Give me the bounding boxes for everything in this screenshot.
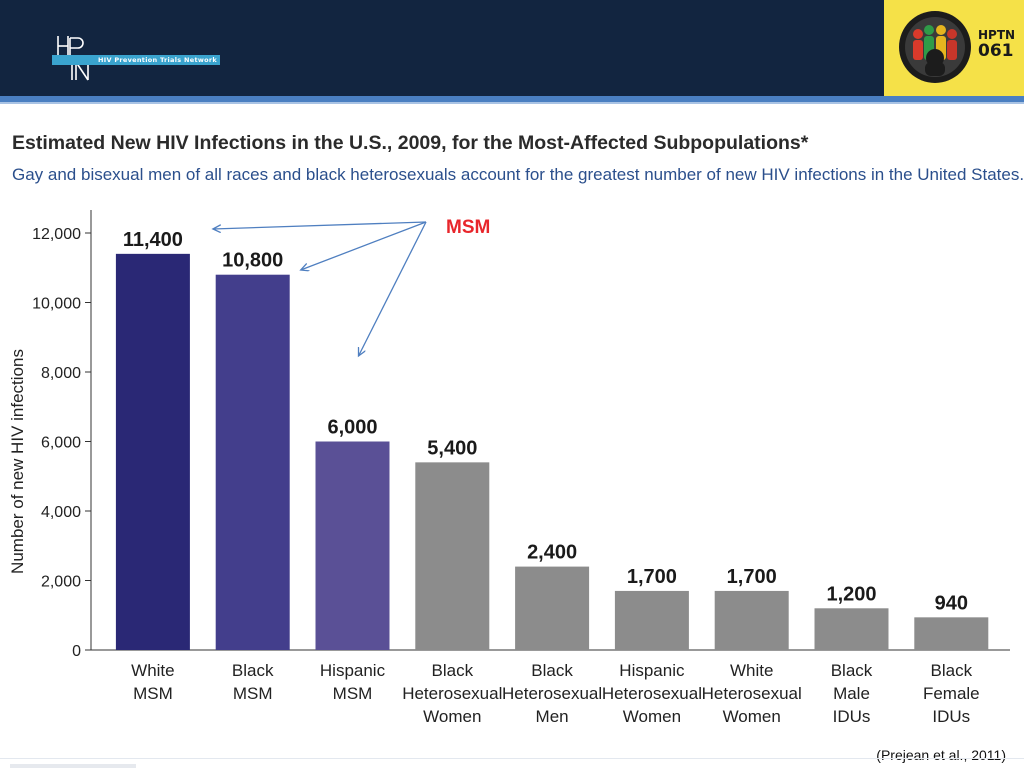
header-band: HIV Prevention Trials Network HPTN 061	[0, 0, 1024, 96]
annotation-arrow	[301, 221, 427, 270]
annotation-arrow	[213, 221, 427, 229]
logo-strip	[52, 55, 220, 65]
data-label: 940	[935, 592, 968, 614]
logo-text: HIV Prevention Trials Network	[98, 56, 218, 64]
bar	[515, 566, 590, 650]
x-tick-label: IDUs	[932, 707, 970, 726]
x-tick-label: White	[730, 661, 773, 680]
header-accent-line	[0, 102, 1024, 104]
x-tick-label: Black	[432, 661, 474, 680]
data-label: 11,400	[123, 229, 183, 251]
annotation-label: MSM	[446, 217, 490, 238]
bar	[614, 590, 689, 650]
header-accent-band	[0, 96, 1024, 102]
citation: (Prejean et al., 2011)	[876, 747, 1006, 763]
y-tick-label: 0	[72, 643, 81, 660]
x-tick-label: Black	[531, 661, 573, 680]
x-tick-label: Black	[831, 661, 873, 680]
x-tick-label: MSM	[333, 684, 373, 703]
x-tick-label: Female	[923, 684, 980, 703]
data-label: 1,700	[627, 566, 677, 588]
people-circle-icon	[899, 11, 971, 83]
bar	[415, 462, 490, 650]
footer-tab	[10, 764, 136, 768]
x-tick-label: MSM	[133, 684, 173, 703]
badge-text: HPTN 061	[978, 28, 1022, 61]
x-tick-label: Male	[833, 684, 870, 703]
bar	[714, 590, 789, 650]
x-tick-label: Hispanic	[320, 661, 386, 680]
data-label: 2,400	[527, 542, 577, 564]
bar	[914, 617, 989, 650]
x-tick-label: Black	[232, 661, 274, 680]
bar	[215, 274, 290, 650]
bar-chart: 0 2,000 4,000 6,000 8,000 10,000 12,000 Number …	[8, 210, 1010, 726]
data-label: 6,000	[327, 417, 377, 439]
annotation-arrow	[359, 221, 427, 356]
x-tick-label: White	[131, 661, 174, 680]
x-tick-label: IDUs	[833, 707, 871, 726]
y-tick-label: 4,000	[41, 504, 81, 521]
x-tick-label: Heterosexual	[402, 684, 502, 703]
bar	[814, 608, 889, 650]
chart-subtitle: Gay and bisexual men of all races and bl…	[12, 165, 1024, 184]
x-tick-label: MSM	[233, 684, 273, 703]
x-tick-label: Women	[723, 707, 781, 726]
chart-title: Estimated New HIV Infections in the U.S.…	[12, 132, 809, 154]
x-tick-label: Hispanic	[619, 661, 685, 680]
x-tick-label: Black	[931, 661, 973, 680]
x-tick-label: Women	[423, 707, 481, 726]
badge-label-061: 061	[978, 41, 1014, 61]
bar	[315, 441, 390, 650]
y-tick-label: 6,000	[41, 435, 81, 452]
y-tick-label: 8,000	[41, 365, 81, 382]
x-tick-label: Heterosexual	[502, 684, 602, 703]
y-axis-label: Number of new HIV infections	[8, 349, 27, 574]
data-label: 1,700	[727, 566, 777, 588]
data-label: 1,200	[826, 583, 876, 605]
badge-label-hptn: HPTN	[978, 28, 1016, 42]
x-tick-label: Heterosexual	[702, 684, 802, 703]
y-tick-label: 12,000	[32, 226, 81, 243]
bar	[115, 253, 190, 650]
y-tick-label: 10,000	[32, 296, 81, 313]
hptn-061-badge: HPTN 061	[884, 0, 1024, 96]
data-label: 5,400	[427, 437, 477, 459]
data-label: 10,800	[222, 250, 283, 272]
x-tick-label: Men	[536, 707, 569, 726]
footer-line	[0, 758, 1024, 759]
x-tick-label: Women	[623, 707, 681, 726]
y-tick-label: 2,000	[41, 574, 81, 591]
x-tick-label: Heterosexual	[602, 684, 702, 703]
